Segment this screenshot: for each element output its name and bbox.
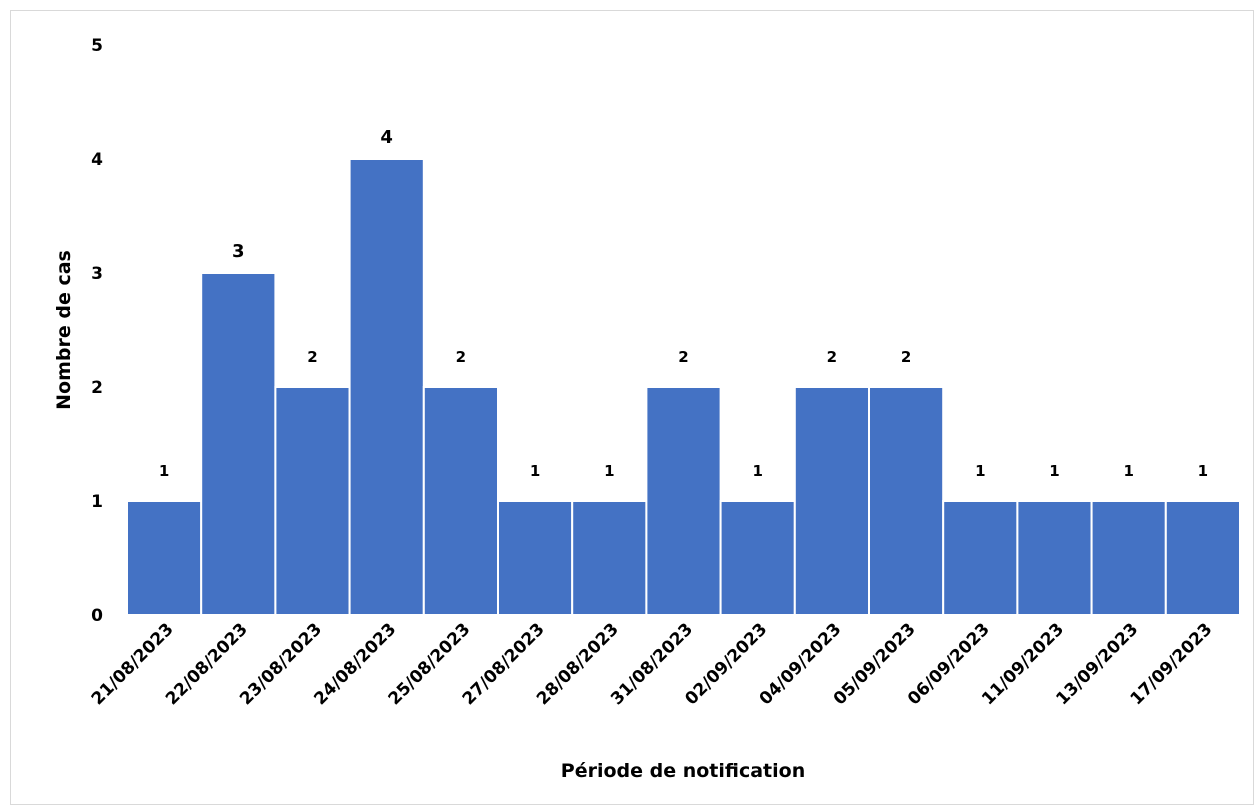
data-label: 2 [901, 348, 911, 366]
y-tick-label: 4 [91, 150, 103, 170]
bar [868, 386, 945, 616]
bar [348, 158, 425, 616]
bar [1016, 500, 1093, 616]
bar [719, 500, 796, 616]
y-tick-label: 0 [91, 606, 103, 626]
bar [497, 500, 574, 616]
data-label: 1 [975, 462, 985, 480]
data-label: 2 [678, 348, 688, 366]
data-label: 1 [530, 462, 540, 480]
bar [200, 272, 277, 616]
bar [1164, 500, 1242, 616]
data-label: 3 [232, 241, 245, 262]
y-tick-label: 5 [91, 36, 103, 56]
data-label: 4 [380, 127, 393, 148]
data-label: 1 [1198, 462, 1208, 480]
x-axis-title: Période de notification [561, 760, 805, 782]
data-label: 1 [159, 462, 169, 480]
data-label: 1 [1049, 462, 1059, 480]
bar [645, 386, 722, 616]
data-label: 1 [1123, 462, 1133, 480]
data-label: 2 [827, 348, 837, 366]
y-tick-label: 3 [91, 264, 103, 284]
y-axis-ticks: 0 1 2 3 4 5 [91, 36, 103, 626]
bars [126, 158, 1242, 616]
bar [126, 500, 203, 616]
data-label: 2 [307, 348, 317, 366]
bar [1090, 500, 1167, 616]
bar [422, 386, 499, 616]
data-label: 1 [752, 462, 762, 480]
data-label: 2 [456, 348, 466, 366]
bar [571, 500, 648, 616]
y-tick-label: 2 [91, 378, 103, 398]
bar [793, 386, 870, 616]
y-axis-title: Nombre de cas [53, 250, 75, 410]
bar [942, 500, 1019, 616]
y-tick-label: 1 [91, 492, 103, 512]
data-labels: 1 3 2 4 2 1 1 2 1 2 2 1 1 1 1 [159, 127, 1208, 480]
bar [274, 386, 351, 616]
data-label: 1 [604, 462, 614, 480]
x-axis-ticks: 21/08/202322/08/202323/08/202324/08/2023… [88, 619, 1217, 709]
